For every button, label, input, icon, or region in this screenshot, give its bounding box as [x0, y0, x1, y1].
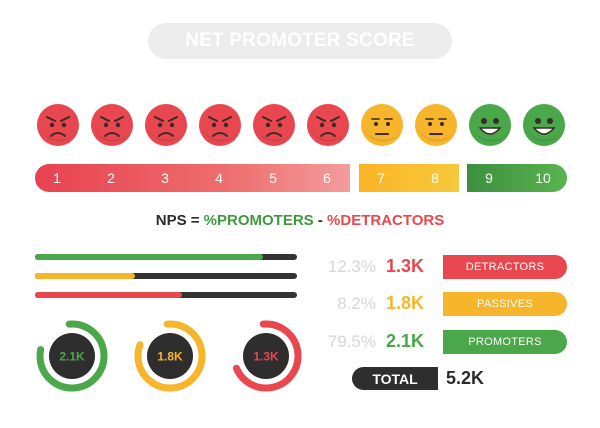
detractors-progress-bar: [35, 292, 297, 298]
donut-ring: [36, 320, 108, 392]
score-5: 5: [269, 170, 277, 186]
score-9: 9: [485, 170, 493, 186]
angry-face-icon: [307, 104, 349, 146]
promoters-progress-fill: [35, 254, 263, 260]
stat-count: 2.1K: [386, 331, 425, 351]
angry-face-icon: [91, 104, 133, 146]
stat-label-passives: PASSIVES: [443, 292, 567, 316]
happy-face-icon: [469, 104, 511, 146]
detractors-progress-fill: [35, 292, 182, 298]
score-4: 4: [215, 170, 223, 186]
stat-label-detractors: DETRACTORS: [443, 255, 567, 279]
donut-ring: [134, 320, 206, 392]
angry-face-icon: [253, 104, 295, 146]
stat-count: 1.8K: [386, 293, 425, 313]
neutral-face-icon: [415, 104, 457, 146]
happy-face-icon: [523, 104, 565, 146]
score-8: 8: [431, 170, 439, 186]
stat-percent: 8.2%: [337, 294, 376, 313]
angry-face-icon: [37, 104, 79, 146]
donut-chart: 1.8K: [134, 320, 206, 392]
donut-chart: 2.1K: [36, 320, 108, 392]
score-3: 3: [161, 170, 169, 186]
formula-prefix: NPS =: [155, 212, 204, 229]
score-10: 10: [535, 170, 551, 186]
passives-progress-bar: [35, 273, 297, 279]
stat-percent: 12.3%: [327, 257, 376, 276]
stat-label-promoters: PROMOTERS: [443, 330, 567, 354]
angry-face-icon: [145, 104, 187, 146]
neutral-face-icon: [361, 104, 403, 146]
score-2: 2: [107, 170, 115, 186]
donut-center: [147, 333, 193, 379]
promoter-segment: [467, 164, 567, 192]
passive-segment: [359, 164, 459, 192]
donut-value: 1.3K: [253, 350, 279, 364]
formula-promoters: %PROMOTERS: [203, 212, 314, 229]
total-label: TOTAL: [352, 367, 438, 390]
total-value: 5.2K: [446, 368, 485, 388]
score-1: 1: [53, 170, 61, 186]
donut-value: 1.8K: [157, 350, 183, 364]
donut-ring: [230, 320, 302, 392]
donut-chart: 1.3K: [230, 320, 302, 392]
score-7: 7: [377, 170, 385, 186]
promoters-progress-bar: [35, 254, 297, 260]
score-scale: 1 2 3 4 5 6 7 8 9 10: [35, 164, 567, 192]
score-6: 6: [323, 170, 331, 186]
angry-face-icon: [199, 104, 241, 146]
page-title: NET PROMOTER SCORE: [148, 23, 452, 59]
nps-formula: NPS = %PROMOTERS - %DETRACTORS: [0, 212, 600, 229]
passives-progress-fill: [35, 273, 135, 279]
stat-percent: 79.5%: [327, 332, 376, 351]
formula-detractors: %DETRACTORS: [327, 212, 445, 229]
stat-count: 1.3K: [386, 256, 425, 276]
donut-center: [49, 333, 95, 379]
donut-center: [243, 333, 289, 379]
detractor-segment: [35, 164, 350, 192]
donut-value: 2.1K: [59, 350, 85, 364]
formula-minus: -: [313, 212, 328, 229]
